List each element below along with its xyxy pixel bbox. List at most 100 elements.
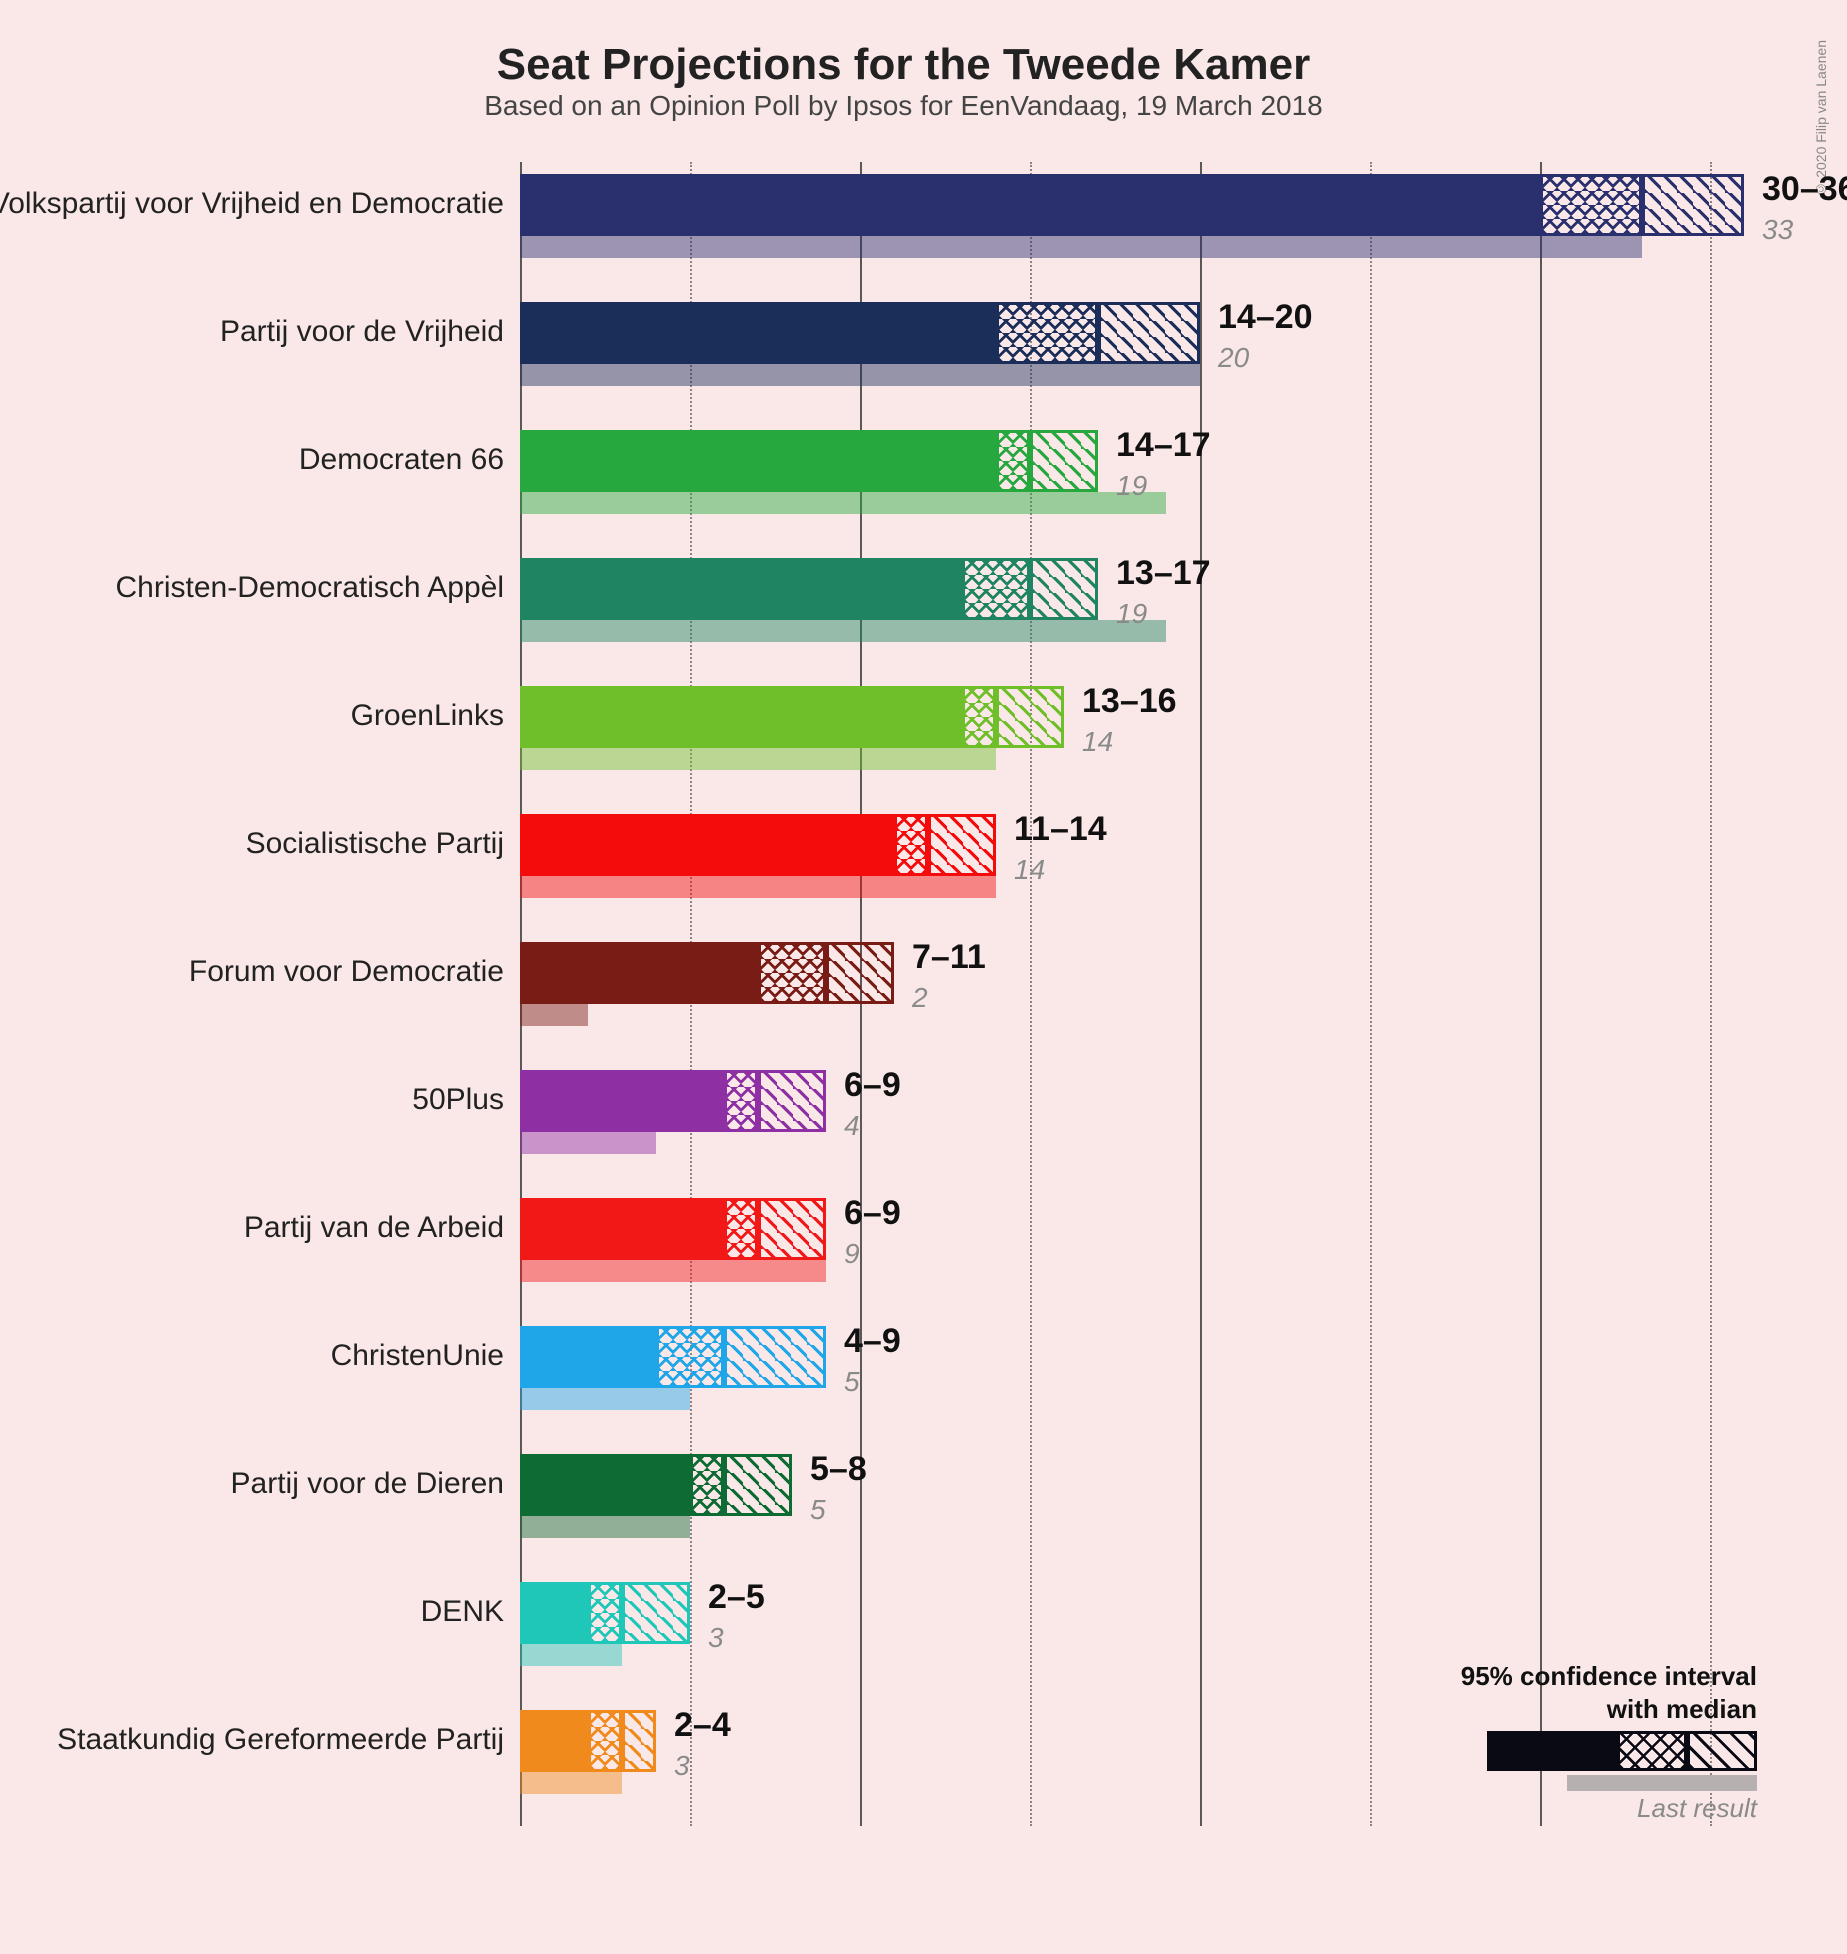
ci-lower-half [690,1454,724,1516]
party-label: Forum voor Democratie [189,955,504,989]
ci-lower-half [724,1198,758,1260]
ci-upper-half [724,1454,792,1516]
last-value-label: 9 [844,1238,860,1270]
chart-subtitle: Based on an Opinion Poll by Ipsos for Ee… [40,90,1767,122]
ci-upper-half [758,1070,826,1132]
ci-lower-half [962,686,996,748]
last-result-bar [520,620,1166,642]
ci-lower-half [996,302,1098,364]
legend-cross-swatch [1617,1731,1687,1771]
party-row: Socialistische Partij 11–14 14 [40,802,1767,930]
ci-upper-half [1642,174,1744,236]
projection-bar [520,1582,588,1644]
legend-diag-swatch [1687,1731,1757,1771]
ci-lower-half [588,1710,622,1772]
party-row: Partij voor de Dieren 5–8 5 [40,1442,1767,1570]
projection-bar [520,558,962,620]
range-label: 2–5 [708,1578,765,1617]
party-label: Volkspartij voor Vrijheid en Democratie [0,187,504,221]
last-value-label: 3 [708,1622,724,1654]
last-value-label: 33 [1762,214,1793,246]
last-result-bar [520,236,1642,258]
party-label: Christen-Democratisch Appèl [116,571,505,605]
last-value-label: 3 [674,1750,690,1782]
range-label: 5–8 [810,1450,867,1489]
last-result-bar [520,1388,690,1410]
party-row: Partij van de Arbeid6–99 [40,1186,1767,1314]
last-result-bar [520,1004,588,1026]
last-result-bar [520,1772,622,1794]
last-value-label: 19 [1116,598,1147,630]
legend-ci-line1: 95% confidence interval [1461,1660,1757,1693]
projection-bar [520,814,894,876]
range-label: 2–4 [674,1706,731,1745]
range-label: 13–17 [1116,554,1211,593]
ci-lower-half [656,1326,724,1388]
last-value-label: 19 [1116,470,1147,502]
ci-upper-half [758,1198,826,1260]
last-result-bar [520,748,996,770]
range-label: 14–20 [1218,298,1313,337]
party-label: 50Plus [412,1083,504,1117]
party-label: Partij van de Arbeid [244,1211,504,1245]
last-result-bar [520,364,1200,386]
projection-bar [520,1710,588,1772]
party-label: Socialistische Partij [246,827,504,861]
ci-upper-half [622,1582,690,1644]
projection-bar [520,686,962,748]
projection-bar [520,1454,690,1516]
legend-last-label: Last result [1461,1793,1757,1824]
range-label: 6–9 [844,1066,901,1105]
party-label: Staatkundig Gereformeerde Partij [57,1723,504,1757]
chart-title: Seat Projections for the Tweede Kamer [40,40,1767,90]
party-label: Partij voor de Dieren [231,1467,504,1501]
last-value-label: 5 [844,1366,860,1398]
party-row: ChristenUnie 4–9 5 [40,1314,1767,1442]
party-row: Democraten 6614–1719 [40,418,1767,546]
ci-upper-half [1098,302,1200,364]
legend-swatch [1461,1731,1757,1771]
projection-bar [520,942,758,1004]
party-label: Democraten 66 [299,443,504,477]
projection-bar [520,302,996,364]
ci-lower-half [1540,174,1642,236]
ci-lower-half [962,558,1030,620]
last-value-label: 14 [1014,854,1045,886]
plot-area: Volkspartij voor Vrijheid en Democratie3… [40,162,1767,1826]
party-row: 50Plus 6–9 4 [40,1058,1767,1186]
projection-bar [520,1070,724,1132]
projection-bar [520,1326,656,1388]
party-label: DENK [421,1595,504,1629]
party-label: Partij voor de Vrijheid [220,315,504,349]
last-value-label: 5 [810,1494,826,1526]
party-label: GroenLinks [351,699,504,733]
last-value-label: 14 [1082,726,1113,758]
party-row: GroenLinks 13–16 14 [40,674,1767,802]
last-value-label: 20 [1218,342,1249,374]
range-label: 7–11 [912,938,986,977]
last-result-bar [520,876,996,898]
legend-solid-swatch [1487,1731,1617,1771]
ci-upper-half [996,686,1064,748]
projection-bar [520,174,1540,236]
range-label: 11–14 [1014,810,1107,849]
party-row: Forum voor Democratie7–112 [40,930,1767,1058]
ci-lower-half [758,942,826,1004]
party-row: Volkspartij voor Vrijheid en Democratie3… [40,162,1767,290]
projection-bar [520,1198,724,1260]
ci-lower-half [996,430,1030,492]
party-label: ChristenUnie [331,1339,504,1373]
ci-lower-half [894,814,928,876]
range-label: 13–16 [1082,682,1177,721]
last-result-bar [520,492,1166,514]
ci-upper-half [1030,558,1098,620]
ci-upper-half [724,1326,826,1388]
last-value-label: 4 [844,1110,860,1142]
legend: 95% confidence interval with median Last… [1461,1660,1757,1824]
range-label: 30–36 [1762,170,1847,209]
last-result-bar [520,1644,622,1666]
range-label: 4–9 [844,1322,901,1361]
projection-bar [520,430,996,492]
party-row: Partij voor de Vrijheid 14–20 20 [40,290,1767,418]
ci-upper-half [1030,430,1098,492]
